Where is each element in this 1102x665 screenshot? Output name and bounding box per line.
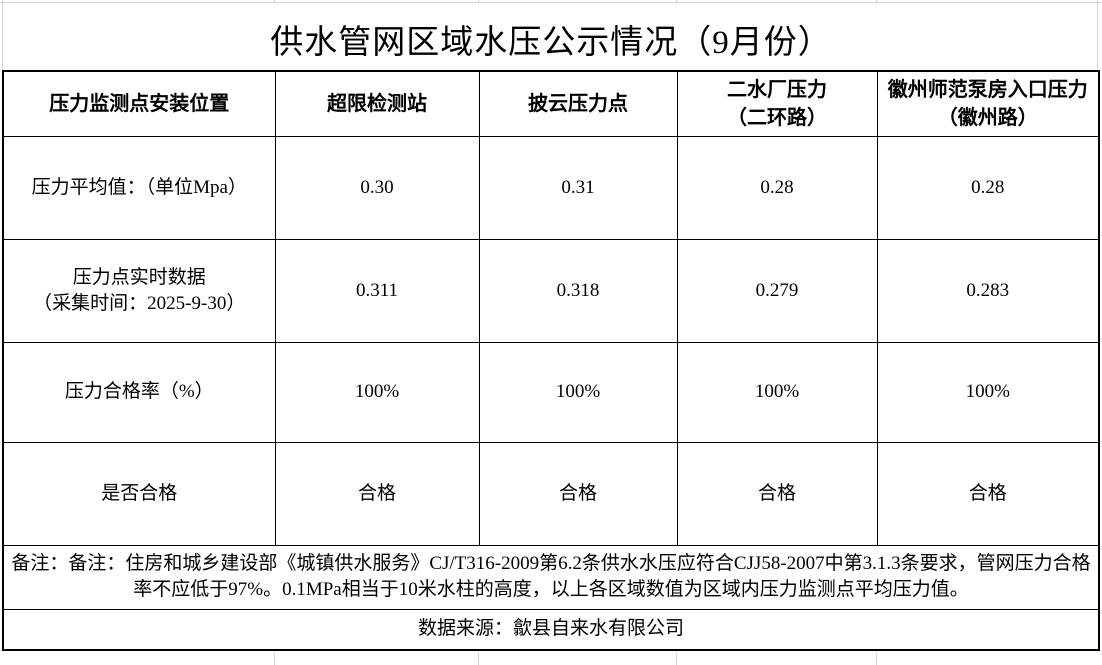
- value-cell: 0.283: [876, 238, 1100, 343]
- value-cell: 100%: [478, 341, 678, 443]
- header-cell-station-3: 二水厂压力 （二环路）: [676, 70, 878, 137]
- value-cell: 合格: [274, 441, 480, 546]
- header-cell-station-1: 超限检测站: [274, 70, 480, 137]
- water-pressure-table: 压力监测点安装位置 超限检测站 披云压力点 二水厂压力 （二环路） 徽州师范泵房…: [2, 70, 1100, 651]
- value-cell: 合格: [676, 441, 878, 546]
- spreadsheet-gridline-tick: [478, 0, 479, 3]
- spreadsheet-gridline-stub: [876, 653, 877, 665]
- table-row-note: 备注：备注：住房和城乡建设部《城镇供水服务》CJ/T316-2009第6.2条供…: [2, 544, 1100, 610]
- value-cell: 0.28: [676, 135, 878, 240]
- table-row-realtime-data: 压力点实时数据 （采集时间：2025-9-30） 0.311 0.318 0.2…: [2, 238, 1100, 343]
- row-label: 压力平均值：（单位Mpa）: [2, 135, 276, 240]
- header-cell-station-2: 披云压力点: [478, 70, 678, 137]
- table-row-average-pressure: 压力平均值：（单位Mpa） 0.30 0.31 0.28 0.28: [2, 135, 1100, 240]
- spreadsheet-gridline-tick: [274, 0, 275, 3]
- spreadsheet-gridline-tick: [676, 0, 677, 3]
- value-cell: 0.31: [478, 135, 678, 240]
- spreadsheet-gridline-tick: [876, 0, 877, 3]
- spreadsheet-gridline-left: [2, 0, 3, 70]
- value-cell: 合格: [478, 441, 678, 546]
- row-label: 是否合格: [2, 441, 276, 546]
- table-row-source: 数据来源：歙县自来水有限公司: [2, 608, 1100, 651]
- table-row-pass-rate: 压力合格率（%） 100% 100% 100% 100%: [2, 341, 1100, 443]
- value-cell: 0.318: [478, 238, 678, 343]
- value-cell: 100%: [274, 341, 480, 443]
- value-cell: 100%: [876, 341, 1100, 443]
- value-cell: 0.30: [274, 135, 480, 240]
- spreadsheet-gridline-stub: [274, 653, 275, 665]
- value-cell: 0.279: [676, 238, 878, 343]
- header-cell-station-4: 徽州师范泵房入口压力 （徽州路）: [876, 70, 1100, 137]
- value-cell: 0.311: [274, 238, 480, 343]
- spreadsheet-gridline-right: [1097, 0, 1098, 70]
- table-header-row: 压力监测点安装位置 超限检测站 披云压力点 二水厂压力 （二环路） 徽州师范泵房…: [2, 70, 1100, 137]
- row-label: 压力点实时数据 （采集时间：2025-9-30）: [2, 238, 276, 343]
- page-title: 供水管网区域水压公示情况（9月份）: [270, 25, 832, 61]
- data-source-text: 数据来源：歙县自来水有限公司: [2, 608, 1100, 651]
- row-label: 压力合格率（%）: [2, 341, 276, 443]
- value-cell: 100%: [676, 341, 878, 443]
- spreadsheet-gridline-stub: [478, 653, 479, 665]
- header-cell-install-location: 压力监测点安装位置: [2, 70, 276, 137]
- spreadsheet-gridline-stub: [676, 653, 677, 665]
- note-text: 备注：备注：住房和城乡建设部《城镇供水服务》CJ/T316-2009第6.2条供…: [2, 544, 1100, 610]
- table-row-qualified: 是否合格 合格 合格 合格 合格: [2, 441, 1100, 546]
- spreadsheet-gridline-top: [0, 2, 1102, 3]
- value-cell: 合格: [876, 441, 1100, 546]
- value-cell: 0.28: [876, 135, 1100, 240]
